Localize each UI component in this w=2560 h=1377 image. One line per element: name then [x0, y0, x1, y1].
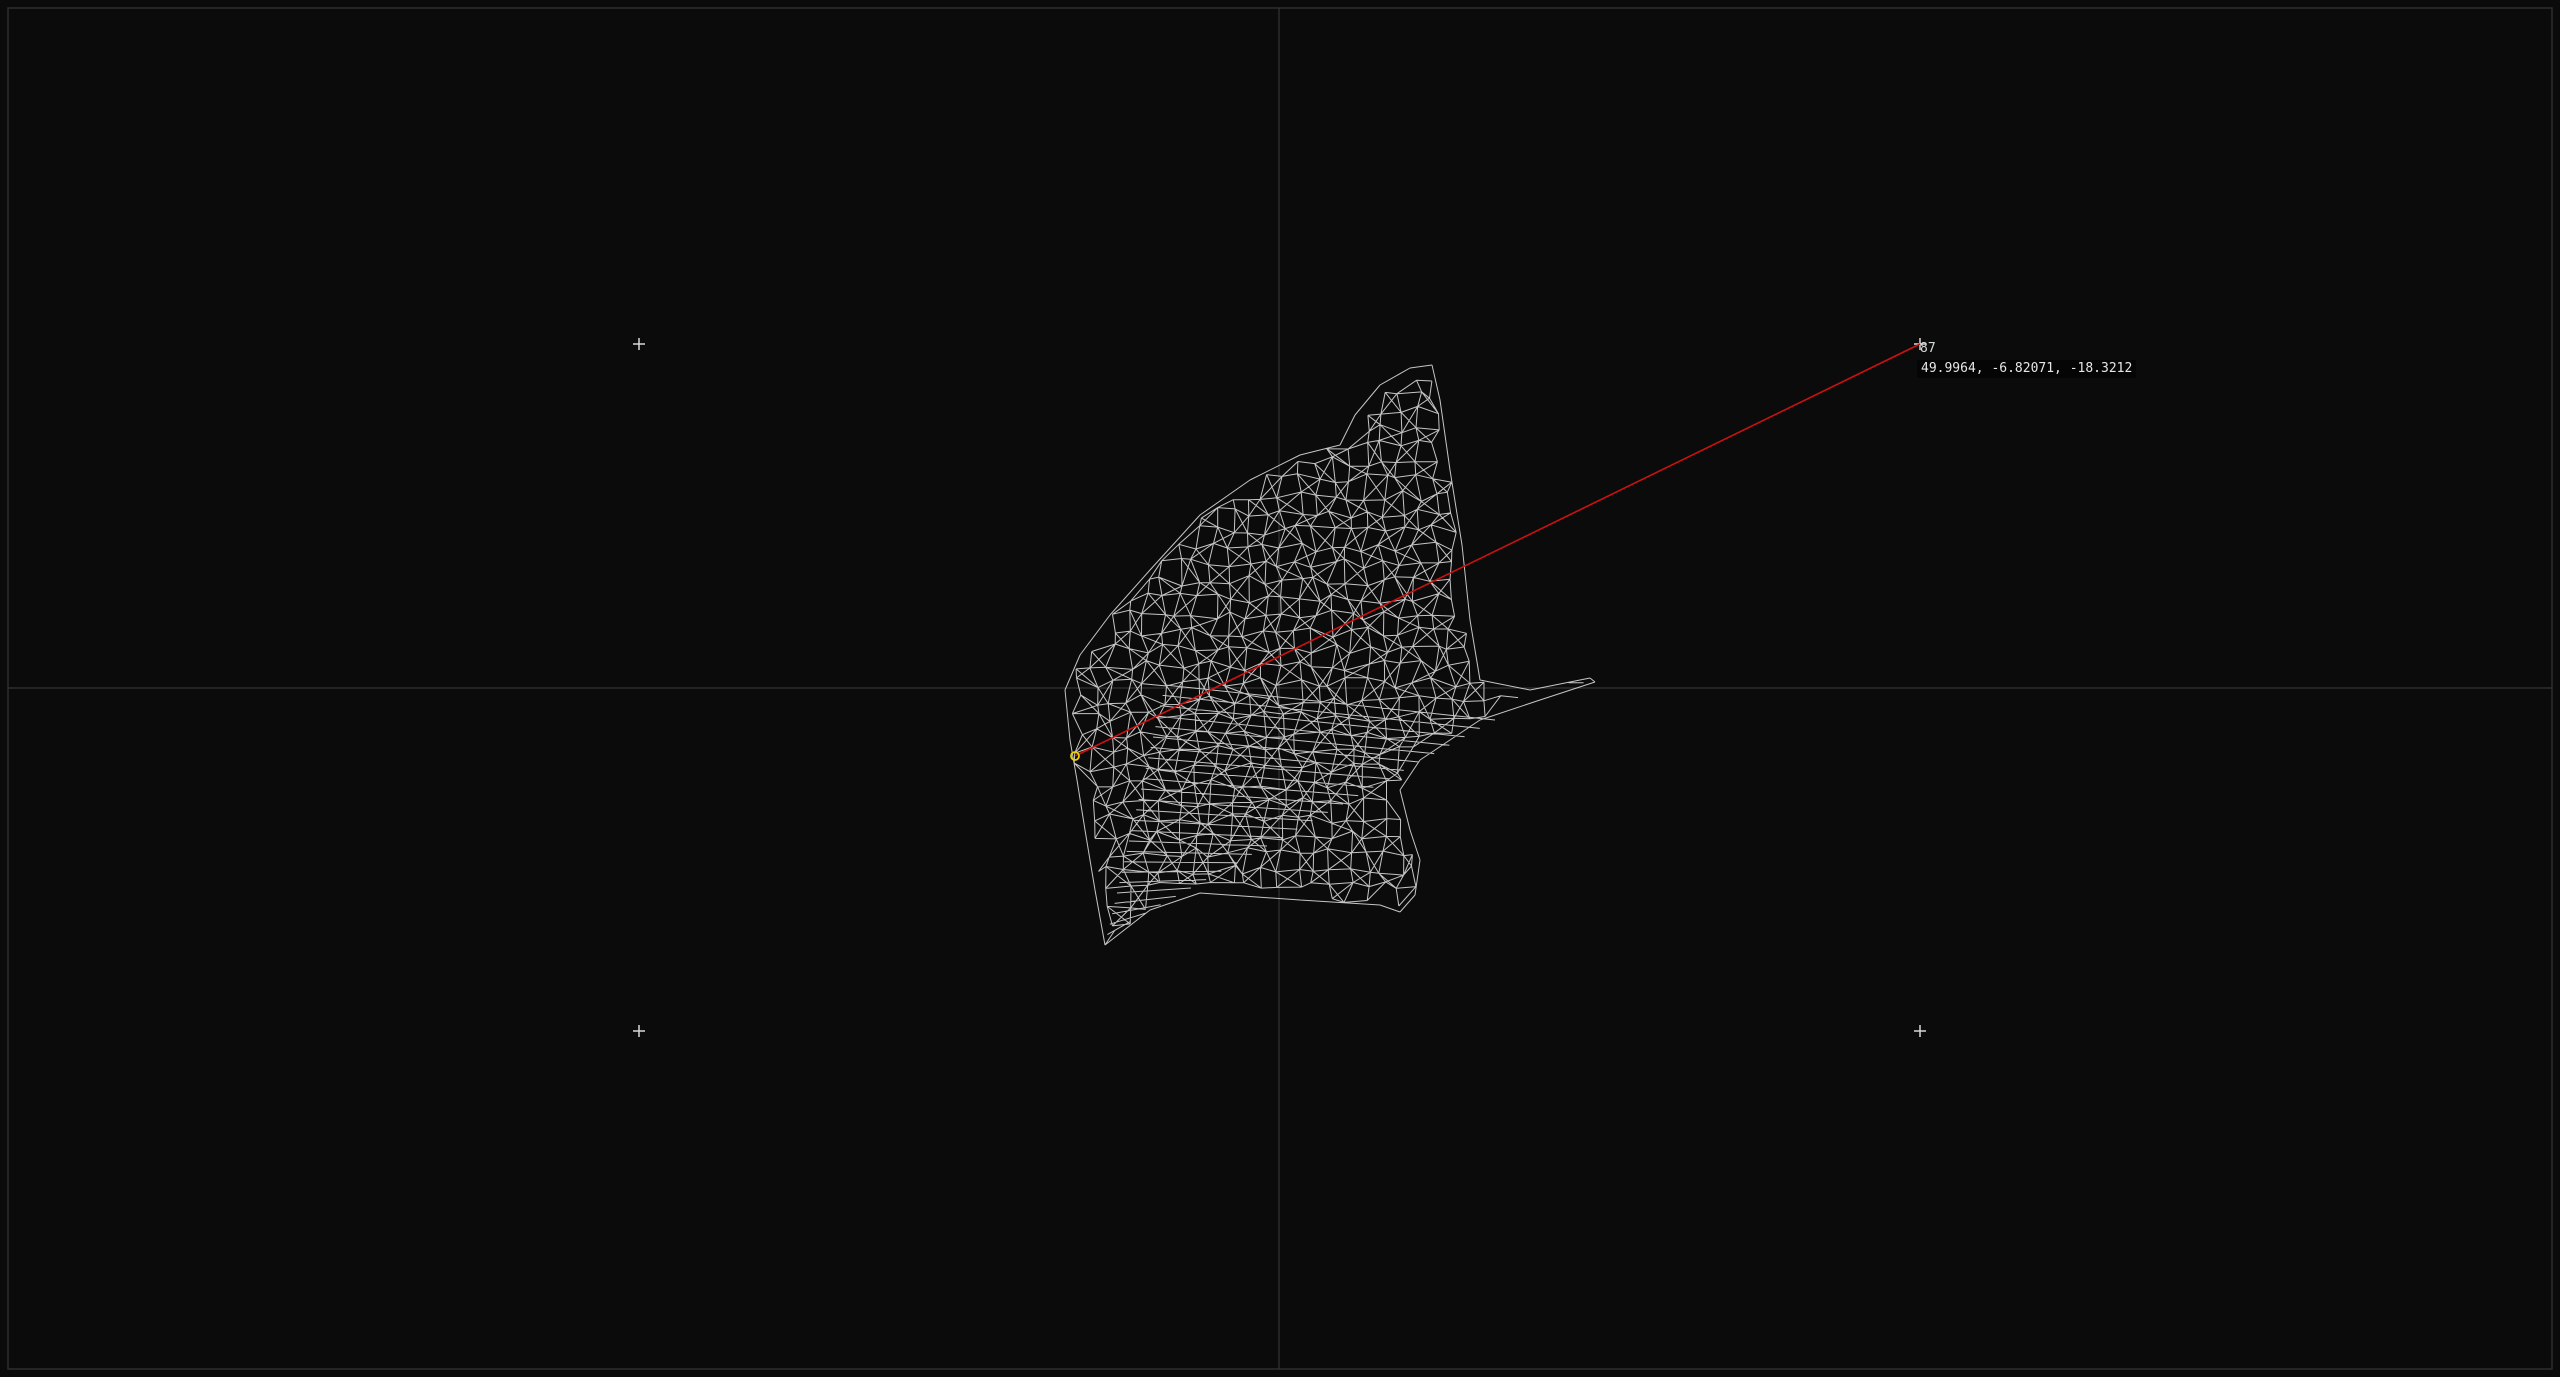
crosshair-plus-icon[interactable] [1914, 1025, 1926, 1037]
pick-ray-line [1074, 343, 1921, 757]
mesh-edges [1064, 364, 1596, 946]
crosshair-plus-icon[interactable] [633, 338, 645, 350]
coordinate-readout: 49.9964, -6.82071, -18.3212 [1917, 360, 2137, 378]
wireframe-mesh[interactable] [1064, 364, 1596, 946]
point-index-label: 87 [1920, 341, 1936, 356]
crosshair-plus-icon[interactable] [633, 1025, 645, 1037]
circle-marker-icon[interactable] [1070, 751, 1080, 761]
